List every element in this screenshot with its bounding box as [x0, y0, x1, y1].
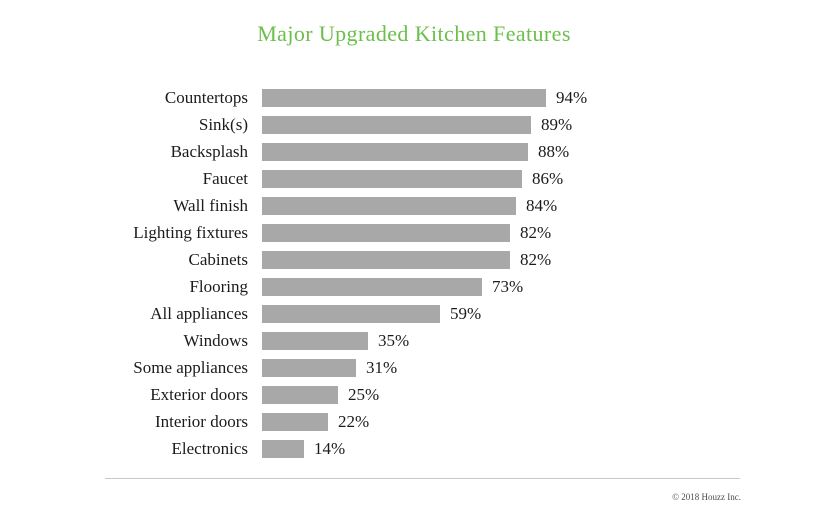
bar-area: 22% [262, 412, 369, 432]
value-label: 89% [541, 114, 573, 134]
bar [262, 277, 482, 296]
bar-area: 14% [262, 439, 345, 459]
bar-area: 73% [262, 277, 523, 297]
bar [262, 412, 328, 431]
bar-area: 84% [262, 196, 557, 216]
value-label: 35% [378, 330, 410, 350]
footer-divider [105, 478, 740, 479]
bar-row: Faucet 86% [0, 165, 828, 192]
value-label: 25% [348, 384, 380, 404]
value-label: 86% [532, 168, 564, 188]
bar [262, 142, 528, 161]
bar-row: All appliances 59% [0, 300, 828, 327]
bar-row: Some appliances 31% [0, 354, 828, 381]
category-label: Countertops [164, 87, 248, 107]
category-label: Flooring [189, 276, 248, 296]
bar-chart: Countertops 94% Sink(s) 89% Backsplash 8… [0, 84, 828, 462]
value-label: 82% [520, 222, 552, 242]
bar [262, 385, 338, 404]
value-label: 82% [520, 249, 552, 269]
bar-area: 88% [262, 142, 569, 162]
bar-area: 31% [262, 358, 397, 378]
bar-area: 89% [262, 115, 572, 135]
bar-row: Windows 35% [0, 327, 828, 354]
category-label: All appliances [150, 303, 248, 323]
bar-row: Flooring 73% [0, 273, 828, 300]
bar [262, 250, 510, 269]
bar [262, 358, 356, 377]
bar [262, 169, 522, 188]
bar-row: Countertops 94% [0, 84, 828, 111]
bar-row: Wall finish 84% [0, 192, 828, 219]
bar [262, 115, 531, 134]
value-label: 31% [366, 357, 398, 377]
bar-area: 25% [262, 385, 379, 405]
value-label: 84% [526, 195, 558, 215]
category-label: Electronics [171, 438, 248, 458]
category-label: Faucet [202, 168, 248, 188]
bar-row: Sink(s) 89% [0, 111, 828, 138]
value-label: 22% [338, 411, 370, 431]
category-label: Cabinets [188, 249, 249, 269]
bar-area: 82% [262, 223, 551, 243]
bar [262, 196, 516, 215]
chart-title: Major Upgraded Kitchen Features [257, 21, 571, 46]
value-label: 14% [314, 438, 346, 458]
category-label: Lighting fixtures [133, 222, 248, 242]
category-label: Backsplash [170, 141, 248, 161]
bar [262, 439, 304, 458]
bar-area: 86% [262, 169, 563, 189]
bar-row: Lighting fixtures 82% [0, 219, 828, 246]
category-label: Sink(s) [198, 114, 248, 134]
bar-row: Electronics 14% [0, 435, 828, 462]
category-label: Windows [183, 330, 248, 350]
bar [262, 331, 368, 350]
value-label: 88% [538, 141, 570, 161]
bar-row: Cabinets 82% [0, 246, 828, 273]
bar-row: Backsplash 88% [0, 138, 828, 165]
category-label: Some appliances [133, 357, 248, 377]
value-label: 59% [450, 303, 482, 323]
category-label: Exterior doors [150, 384, 248, 404]
bar-area: 82% [262, 250, 551, 270]
bar-area: 94% [262, 88, 587, 108]
bar [262, 88, 546, 107]
bar-area: 59% [262, 304, 481, 324]
category-label: Interior doors [154, 411, 248, 431]
value-label: 73% [492, 276, 524, 296]
bar-row: Exterior doors 25% [0, 381, 828, 408]
copyright-text: © 2018 Houzz Inc. [672, 492, 741, 502]
bar [262, 304, 440, 323]
category-label: Wall finish [173, 195, 248, 215]
value-label: 94% [556, 87, 588, 107]
bar-row: Interior doors 22% [0, 408, 828, 435]
bar [262, 223, 510, 242]
bar-area: 35% [262, 331, 409, 351]
